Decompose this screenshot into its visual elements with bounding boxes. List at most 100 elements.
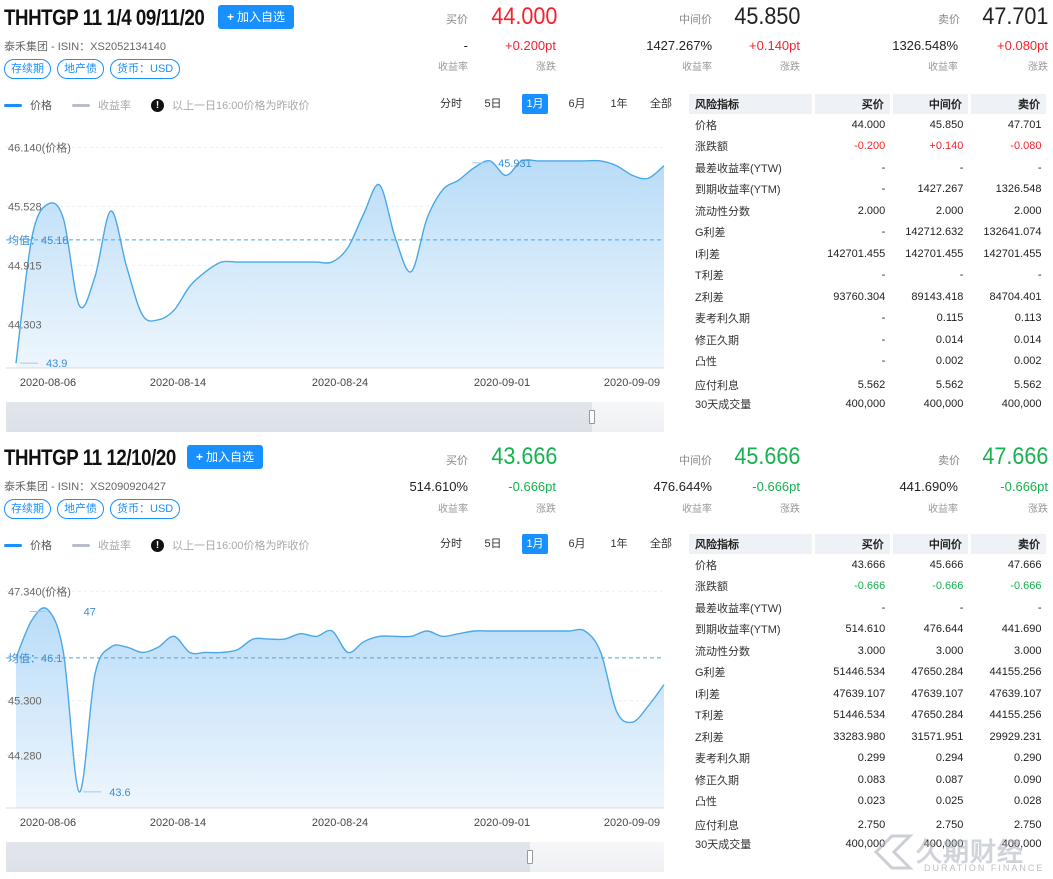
risk-table: 风险指标 买价 中间价 卖价 价格 43.666 45.666 47.666 涨跌额 -0.666… <box>689 534 1050 855</box>
risk-value: 47650.284 <box>911 709 964 722</box>
legend-yield[interactable]: 收益率 <box>72 97 131 113</box>
tag-currency[interactable]: 货币：USD <box>110 59 181 79</box>
risk-value: 44155.256 <box>989 709 1042 722</box>
risk-value: - <box>881 161 886 174</box>
risk-header: 中间价 <box>891 534 971 554</box>
quote-label: 卖价 <box>938 14 960 26</box>
risk-value: 84704.401 <box>989 290 1042 303</box>
add-to-watchlist-button[interactable]: + 加入自选 <box>218 5 294 29</box>
quote-change-label: 涨跌 <box>1028 504 1048 515</box>
risk-row: 麦考利久期 0.299 0.294 0.290 <box>689 748 1048 770</box>
y-tick-label: 45.300 <box>8 696 42 708</box>
range-1年[interactable]: 1年 <box>610 98 628 110</box>
risk-value: 0.299 <box>857 752 886 765</box>
navigator-handle[interactable] <box>589 410 595 424</box>
risk-value: 400,000 <box>845 398 886 411</box>
risk-value: +0.140 <box>929 140 964 153</box>
range-6月[interactable]: 6月 <box>568 98 586 110</box>
navigator-handle[interactable] <box>527 850 533 864</box>
risk-value: 45.850 <box>929 118 964 131</box>
risk-row: T利差 51446.534 47650.284 44155.256 <box>689 705 1048 727</box>
risk-value: 0.014 <box>1013 333 1042 346</box>
range-1年[interactable]: 1年 <box>610 538 628 550</box>
quote-price: 45.666 <box>733 443 800 470</box>
risk-row: I利差 142701.455 142701.455 142701.455 <box>689 243 1048 265</box>
risk-header: 卖价 <box>969 94 1050 114</box>
tag-status[interactable]: 存续期 <box>4 59 51 79</box>
legend-price[interactable]: 价格 <box>4 537 52 553</box>
risk-value: 441.690 <box>1001 623 1042 636</box>
risk-value: 47.666 <box>1007 558 1042 571</box>
risk-value: 142712.632 <box>905 226 964 239</box>
info-icon: ! <box>151 98 164 112</box>
quote-yield-label: 收益率 <box>928 504 958 515</box>
range-1月[interactable]: 1月 <box>522 534 548 554</box>
risk-row: 应付利息 5.562 5.562 5.562 <box>689 372 1048 394</box>
range-6月[interactable]: 6月 <box>568 538 586 550</box>
chart-navigator[interactable] <box>6 402 664 432</box>
tag-status[interactable]: 存续期 <box>4 499 51 519</box>
add-to-watchlist-button[interactable]: + 加入自选 <box>187 445 263 469</box>
risk-value: - <box>881 269 886 282</box>
legend-yield[interactable]: 收益率 <box>72 537 131 553</box>
risk-value: 45.666 <box>929 558 964 571</box>
tag-currency[interactable]: 货币：USD <box>110 499 181 519</box>
risk-value: - <box>881 333 886 346</box>
range-5日[interactable]: 5日 <box>484 98 502 110</box>
x-tick-label: 2020-08-24 <box>312 377 368 389</box>
tag-sector[interactable]: 地产债 <box>57 59 104 79</box>
risk-value: 400,000 <box>923 398 964 411</box>
risk-value: 93760.304 <box>833 290 886 303</box>
risk-value: 2.000 <box>1013 204 1042 217</box>
risk-value: 476.644 <box>923 623 964 636</box>
watermark-text: 久期财经 <box>916 837 1025 867</box>
quote-yield: 476.644% <box>653 479 712 494</box>
navigator-selection[interactable] <box>6 402 592 432</box>
risk-value: 142701.455 <box>983 247 1042 260</box>
range-分时[interactable]: 分时 <box>440 538 462 550</box>
x-tick-label: 2020-09-09 <box>604 377 660 389</box>
risk-metric-name: 麦考利久期 <box>695 753 750 766</box>
issuer-isin: 泰禾集团 - ISIN：XS2090920427 <box>4 481 167 493</box>
quote-change-label: 涨跌 <box>536 504 556 515</box>
risk-value: 31571.951 <box>911 730 964 743</box>
risk-row: Z利差 93760.304 89143.418 84704.401 <box>689 286 1048 308</box>
risk-value: -0.666 <box>1010 580 1042 593</box>
bond-name: THHTGP 11 1/4 09/11/20 <box>4 5 205 30</box>
quote-change-label: 涨跌 <box>780 62 800 73</box>
quote-label: 中间价 <box>679 455 712 467</box>
range-全部[interactable]: 全部 <box>650 538 672 550</box>
quote-yield: - <box>463 38 468 53</box>
risk-metric-name: 流动性分数 <box>695 645 750 658</box>
risk-value: -0.080 <box>1010 140 1042 153</box>
risk-row: T利差 - - - <box>689 265 1048 287</box>
quote-change: -0.666pt <box>1000 479 1048 494</box>
risk-row: I利差 47639.107 47639.107 47639.107 <box>689 683 1048 705</box>
quote-yield: 514.610% <box>409 479 468 494</box>
watermark: 久期财经 DURATION FINANCE <box>868 830 1053 876</box>
legend-price[interactable]: 价格 <box>4 97 52 113</box>
risk-metric-name: G利差 <box>695 227 726 240</box>
risk-metric-name: 应付利息 <box>695 819 739 832</box>
x-tick-label: 2020-08-14 <box>150 817 206 829</box>
quote-label: 买价 <box>446 455 468 467</box>
risk-value: 2.750 <box>857 818 886 831</box>
risk-value: 514.610 <box>845 623 886 636</box>
risk-value: 3.000 <box>857 644 886 657</box>
range-全部[interactable]: 全部 <box>650 98 672 110</box>
plus-icon: + <box>195 450 203 464</box>
risk-metric-name: 麦考利久期 <box>695 313 750 326</box>
range-分时[interactable]: 分时 <box>440 98 462 110</box>
risk-row: 涨跌额 -0.200 +0.140 -0.080 <box>689 136 1048 158</box>
quote-yield-label: 收益率 <box>928 62 958 73</box>
chart-navigator[interactable] <box>6 842 664 872</box>
range-1月[interactable]: 1月 <box>522 94 548 114</box>
risk-metric-name: T利差 <box>695 710 724 723</box>
risk-metric-name: 修正久期 <box>695 774 739 787</box>
risk-metric-name: 最差收益率(YTW) <box>695 162 782 175</box>
navigator-selection[interactable] <box>6 842 530 872</box>
tag-sector[interactable]: 地产债 <box>57 499 104 519</box>
risk-header: 买价 <box>813 94 893 114</box>
risk-row: Z利差 33283.980 31571.951 29929.231 <box>689 726 1048 748</box>
range-5日[interactable]: 5日 <box>484 538 502 550</box>
